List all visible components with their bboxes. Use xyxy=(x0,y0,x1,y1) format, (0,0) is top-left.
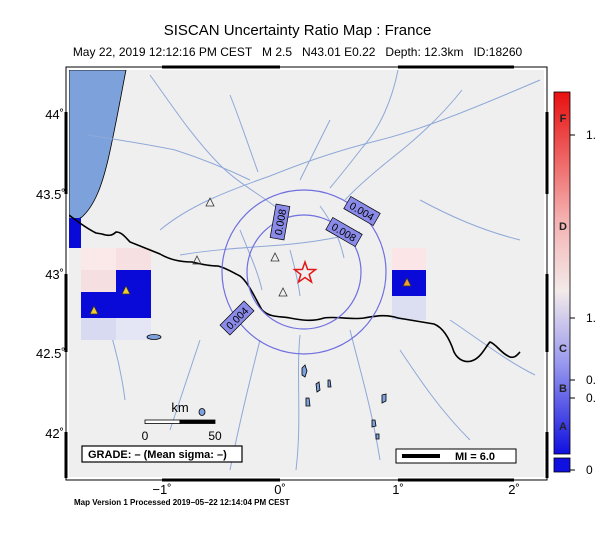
lon-tick-minus-1: −1˚ xyxy=(152,482,172,497)
processing-footer: Map Version 1 Processed 2019−05−22 12:14… xyxy=(74,498,290,507)
colorbar-value-0-9a: 0.9 xyxy=(586,373,595,387)
mi-legend: MI = 6.0 xyxy=(395,448,517,464)
colorbar-grade-c: C xyxy=(559,343,567,355)
mi-label: MI = 6.0 xyxy=(455,451,495,463)
border-line xyxy=(69,214,521,363)
lat-tick-43: 43˚ xyxy=(45,267,64,282)
map-title: SISCAN Uncertainty Ratio Map : France xyxy=(163,22,432,39)
lat-tick-42-5: 42.5˚ xyxy=(36,346,66,361)
scale-start: 0 xyxy=(142,429,149,443)
atlantic-sea xyxy=(69,70,127,225)
frame-ticks xyxy=(64,65,549,482)
colorbar-value-0-9b: 0.9 xyxy=(586,391,595,405)
station-markers xyxy=(89,197,412,315)
colorbar-grade-d: D xyxy=(559,221,567,233)
scale-bar: km 0 50 xyxy=(142,400,222,443)
uncertainty-cells xyxy=(69,218,426,340)
contour-label-1: 0.008 xyxy=(269,203,291,241)
colorbar-grade-b: B xyxy=(559,383,567,395)
lat-tick-44: 44˚ xyxy=(45,107,64,122)
colorbar xyxy=(553,91,575,473)
lon-tick-2: 2˚ xyxy=(508,482,520,497)
grade-box: GRADE: – (Mean sigma: –) xyxy=(81,445,243,463)
scale-unit: km xyxy=(171,400,188,415)
epicenter-star-icon xyxy=(292,259,318,284)
lon-tick-0: 0˚ xyxy=(274,482,286,497)
uncertainty-contours xyxy=(221,189,387,355)
lat-tick-42: 42˚ xyxy=(45,426,64,441)
colorbar-grade-a: A xyxy=(559,421,567,433)
grade-text: GRADE: – (Mean sigma: –) xyxy=(88,449,227,461)
lon-tick-1: 1˚ xyxy=(392,482,404,497)
contour-label-text: 0.008 xyxy=(273,208,289,236)
lat-tick-43-5: 43.5˚ xyxy=(36,187,66,202)
rivers xyxy=(87,70,541,471)
scale-end: 50 xyxy=(208,429,222,443)
colorbar-grade-f: F xyxy=(559,113,567,125)
colorbar-value-1-2: 1.2 xyxy=(586,128,595,142)
colorbar-value-0: 0 xyxy=(586,463,593,477)
colorbar-value-1-0: 1.0 xyxy=(586,311,595,325)
lakes xyxy=(146,334,387,440)
event-info: May 22, 2019 12:12:16 PM CEST M 2.5 N43.… xyxy=(72,45,523,59)
